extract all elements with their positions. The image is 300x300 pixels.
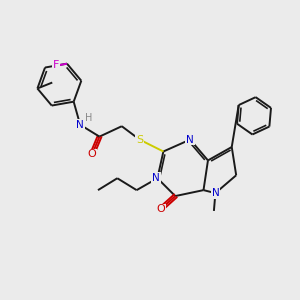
Text: N: N (152, 173, 160, 183)
Text: N: N (76, 120, 84, 130)
Text: N: N (212, 188, 219, 198)
Text: S: S (136, 135, 143, 145)
Text: H: H (85, 113, 93, 123)
Text: O: O (88, 149, 96, 160)
Text: F: F (52, 60, 59, 70)
Text: N: N (186, 135, 194, 145)
Text: O: O (156, 204, 165, 214)
